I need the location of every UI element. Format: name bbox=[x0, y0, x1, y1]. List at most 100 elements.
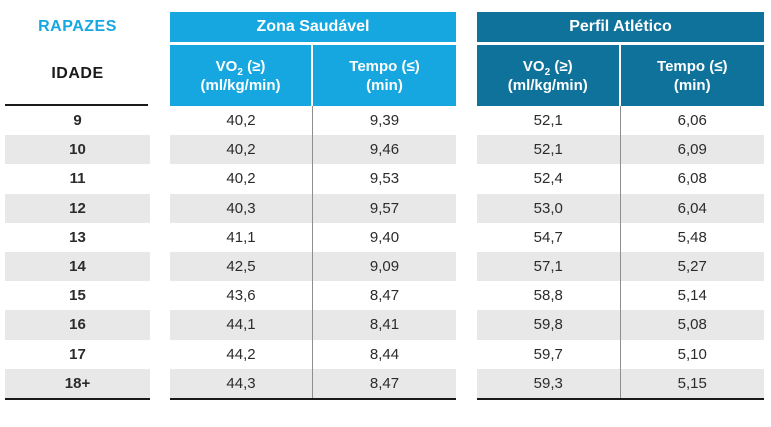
tempo-label: Tempo (≤) bbox=[349, 57, 420, 75]
vo2-value-cell: 44,1 bbox=[170, 310, 313, 340]
vo2-value-cell: 42,5 bbox=[170, 251, 313, 282]
age-cell: 10 bbox=[5, 135, 150, 165]
tempo-value-cell: 9,40 bbox=[369, 228, 400, 246]
tempo-value-cell: 5,10 bbox=[677, 345, 707, 363]
age-cell: 13 bbox=[69, 228, 86, 246]
table-row: 59,7 5,10 bbox=[477, 339, 764, 369]
tempo-value-cell: 5,14 bbox=[677, 287, 707, 305]
tempo-value-cell: 5,08 bbox=[677, 316, 707, 334]
age-column-header: IDADE bbox=[51, 65, 104, 82]
age-cell: 16 bbox=[5, 310, 150, 340]
subheader-row: VO2 (≥) (ml/kg/min) Tempo (≤) (min) bbox=[170, 45, 456, 106]
tempo-value-cell: 8,47 bbox=[369, 287, 400, 305]
tempo-value-cell: 9,53 bbox=[369, 170, 400, 188]
vo2-value-cell: 59,8 bbox=[477, 310, 621, 340]
table-row: 59,3 5,15 bbox=[477, 368, 764, 398]
vo2-value-cell: 53,0 bbox=[477, 193, 621, 223]
table-row: 53,0 6,04 bbox=[477, 193, 764, 223]
tempo-unit: (min) bbox=[366, 76, 403, 94]
age-header-underline bbox=[5, 104, 148, 106]
group-label: RAPAZES bbox=[38, 18, 117, 35]
tempo-value-cell: 9,09 bbox=[369, 258, 400, 276]
age-cell: 18+ bbox=[5, 368, 150, 398]
table-row: 59,8 5,08 bbox=[477, 310, 764, 340]
tempo-value-cell: 8,47 bbox=[369, 374, 400, 392]
age-cell: 15 bbox=[69, 287, 86, 305]
vo2-value-cell: 58,8 bbox=[477, 281, 621, 311]
tempo-value-cell: 8,44 bbox=[369, 345, 400, 363]
vo2-value-cell: 44,3 bbox=[170, 368, 313, 398]
vo2-unit: (ml/kg/min) bbox=[507, 76, 588, 94]
vo2-column-header: VO2 (≥) (ml/kg/min) bbox=[477, 45, 621, 106]
tempo-value-cell: 6,04 bbox=[677, 199, 707, 217]
table-row: 43,6 8,47 bbox=[170, 281, 456, 311]
vo2-value-cell: 40,2 bbox=[170, 164, 313, 194]
tempo-label: Tempo (≤) bbox=[657, 57, 728, 75]
table-row: 52,1 6,06 bbox=[477, 106, 764, 136]
age-column-bottom-rule bbox=[5, 398, 150, 400]
tempo-value-cell: 5,48 bbox=[677, 228, 707, 246]
vo2-value-cell: 57,1 bbox=[477, 251, 621, 282]
table-row: 54,7 5,48 bbox=[477, 222, 764, 252]
vo2-value-cell: 40,2 bbox=[170, 106, 313, 136]
age-cell: 11 bbox=[69, 170, 86, 188]
vo2-value-cell: 54,7 bbox=[477, 222, 621, 252]
subheader-row: VO2 (≥) (ml/kg/min) Tempo (≤) (min) bbox=[477, 45, 764, 106]
vo2-unit: (ml/kg/min) bbox=[200, 76, 281, 94]
section-zona-saudavel: Zona Saudável VO2 (≥) (ml/kg/min) Tempo (… bbox=[170, 12, 456, 400]
vo2-label: VO2 (≥) bbox=[215, 57, 266, 78]
vo2-column-header: VO2 (≥) (ml/kg/min) bbox=[170, 45, 313, 106]
table-row: 52,4 6,08 bbox=[477, 164, 764, 194]
table-row: 42,5 9,09 bbox=[170, 251, 456, 282]
table-row: 40,2 9,53 bbox=[170, 164, 456, 194]
tempo-column-header: Tempo (≤) (min) bbox=[621, 45, 765, 106]
table-row: 44,1 8,41 bbox=[170, 310, 456, 340]
tempo-unit: (min) bbox=[673, 76, 711, 94]
vo2-value-cell: 59,3 bbox=[477, 368, 621, 398]
vo2-value-cell: 52,1 bbox=[477, 135, 621, 165]
tempo-value-cell: 6,09 bbox=[677, 141, 707, 159]
table-row: 40,2 9,39 bbox=[170, 106, 456, 136]
table-row: 44,2 8,44 bbox=[170, 339, 456, 369]
vo2-value-cell: 59,7 bbox=[477, 339, 621, 369]
vo2-label: VO2 (≥) bbox=[522, 57, 573, 78]
table-row: 44,3 8,47 bbox=[170, 368, 456, 398]
title-divider bbox=[170, 42, 456, 45]
age-cell: 17 bbox=[69, 345, 86, 363]
vo2-value-cell: 52,1 bbox=[477, 106, 621, 136]
section-bottom-rule bbox=[170, 397, 456, 400]
tempo-value-cell: 5,27 bbox=[677, 258, 707, 276]
vo2-value-cell: 52,4 bbox=[477, 164, 621, 194]
perfil-rows: 52,1 6,06 52,1 6,09 52,4 6,08 53,0 6,04 54,7 5,48… bbox=[477, 106, 764, 398]
vo2-value-cell: 40,2 bbox=[170, 135, 313, 165]
tempo-value-cell: 8,41 bbox=[369, 316, 400, 334]
zona-rows: 40,2 9,39 40,2 9,46 40,2 9,53 40,3 9,57 41,1 9,40… bbox=[170, 106, 456, 398]
vo2-value-cell: 43,6 bbox=[170, 281, 313, 311]
title-divider bbox=[477, 42, 764, 45]
tempo-value-cell: 9,46 bbox=[369, 141, 400, 159]
age-column: RAPAZES IDADE 9 10 11 12 13 14 15 16 17 18+ bbox=[5, 0, 150, 427]
age-cell: 12 bbox=[5, 193, 150, 223]
table-row: 41,1 9,40 bbox=[170, 222, 456, 252]
section-perfil-atletico: Perfil Atlético VO2 (≥) (ml/kg/min) Tempo… bbox=[477, 12, 764, 400]
tempo-value-cell: 9,39 bbox=[369, 112, 400, 130]
table-row: 40,3 9,57 bbox=[170, 193, 456, 223]
age-rows: 9 10 11 12 13 14 15 16 17 18+ bbox=[5, 106, 150, 398]
section-title: Perfil Atlético bbox=[477, 12, 764, 42]
tempo-value-cell: 6,08 bbox=[677, 170, 707, 188]
age-cell: 9 bbox=[73, 112, 82, 130]
tempo-value-cell: 6,06 bbox=[677, 112, 707, 130]
vo2-value-cell: 40,3 bbox=[170, 193, 313, 223]
tempo-value-cell: 5,15 bbox=[677, 374, 707, 392]
section-bottom-rule bbox=[477, 397, 764, 400]
tempo-column-header: Tempo (≤) (min) bbox=[313, 45, 456, 106]
table-row: 40,2 9,46 bbox=[170, 135, 456, 165]
table-row: 57,1 5,27 bbox=[477, 251, 764, 282]
tempo-value-cell: 9,57 bbox=[369, 199, 400, 217]
table-row: 58,8 5,14 bbox=[477, 281, 764, 311]
age-cell: 14 bbox=[5, 251, 150, 282]
vo2-value-cell: 44,2 bbox=[170, 339, 313, 369]
table-row: 52,1 6,09 bbox=[477, 135, 764, 165]
vo2-value-cell: 41,1 bbox=[170, 222, 313, 252]
